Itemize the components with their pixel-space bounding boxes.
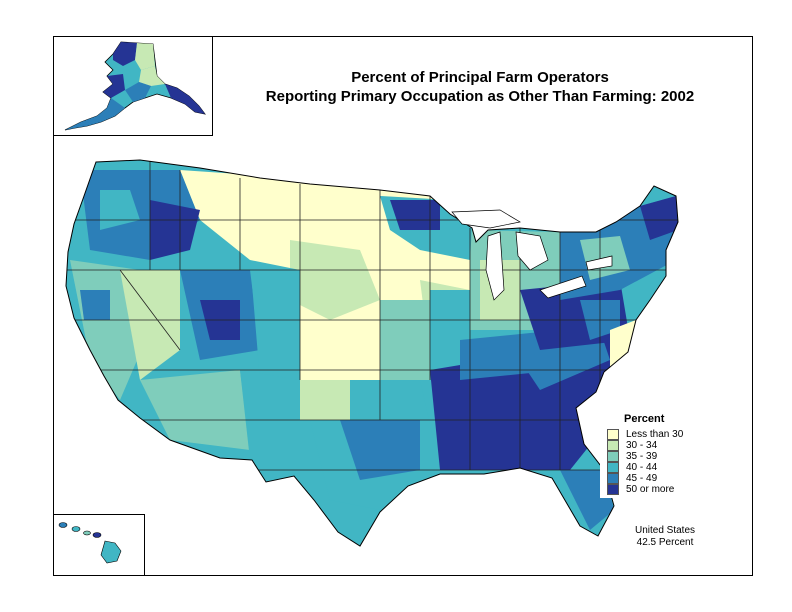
legend-label: 30 - 34: [626, 440, 658, 451]
hawaii-map: [58, 522, 122, 564]
legend-label: Less than 30: [626, 429, 684, 440]
map-frame: [53, 36, 753, 576]
title-line-1: Percent of Principal Farm Operators: [351, 69, 609, 86]
legend-title: Percent: [624, 413, 665, 425]
legend-swatch: [607, 440, 619, 451]
alaska-map: [64, 41, 206, 131]
legend-swatch: [607, 451, 619, 462]
legend: Percent Less than 30 30 - 34 35 - 39 40 …: [607, 413, 683, 495]
alaska-inset: [53, 36, 213, 136]
legend-swatch: [607, 462, 619, 473]
legend-swatch: [607, 484, 619, 495]
summary-line-1: United States: [634, 525, 696, 536]
legend-item: 50 or more: [607, 484, 683, 495]
legend-item: 40 - 44: [607, 462, 683, 473]
hawaii-inset: [53, 514, 145, 576]
legend-label: 40 - 44: [626, 462, 658, 473]
legend-label: 50 or more: [626, 484, 675, 495]
great-lakes: [451, 209, 613, 301]
legend-label: 35 - 39: [626, 451, 658, 462]
summary-line-2: 42.5 Percent: [636, 537, 694, 548]
legend-label: 45 - 49: [626, 473, 658, 484]
title-line-2: Reporting Primary Occupation as Other Th…: [265, 88, 695, 105]
national-summary: United States 42.5 Percent: [620, 525, 710, 549]
map-title: Percent of Principal Farm Operators Repo…: [230, 68, 730, 106]
legend-swatch: [607, 473, 619, 484]
legend-item: 35 - 39: [607, 451, 683, 462]
legend-swatch: [607, 429, 619, 440]
legend-item: 30 - 34: [607, 440, 683, 451]
legend-item: Less than 30: [607, 429, 683, 440]
legend-item: 45 - 49: [607, 473, 683, 484]
